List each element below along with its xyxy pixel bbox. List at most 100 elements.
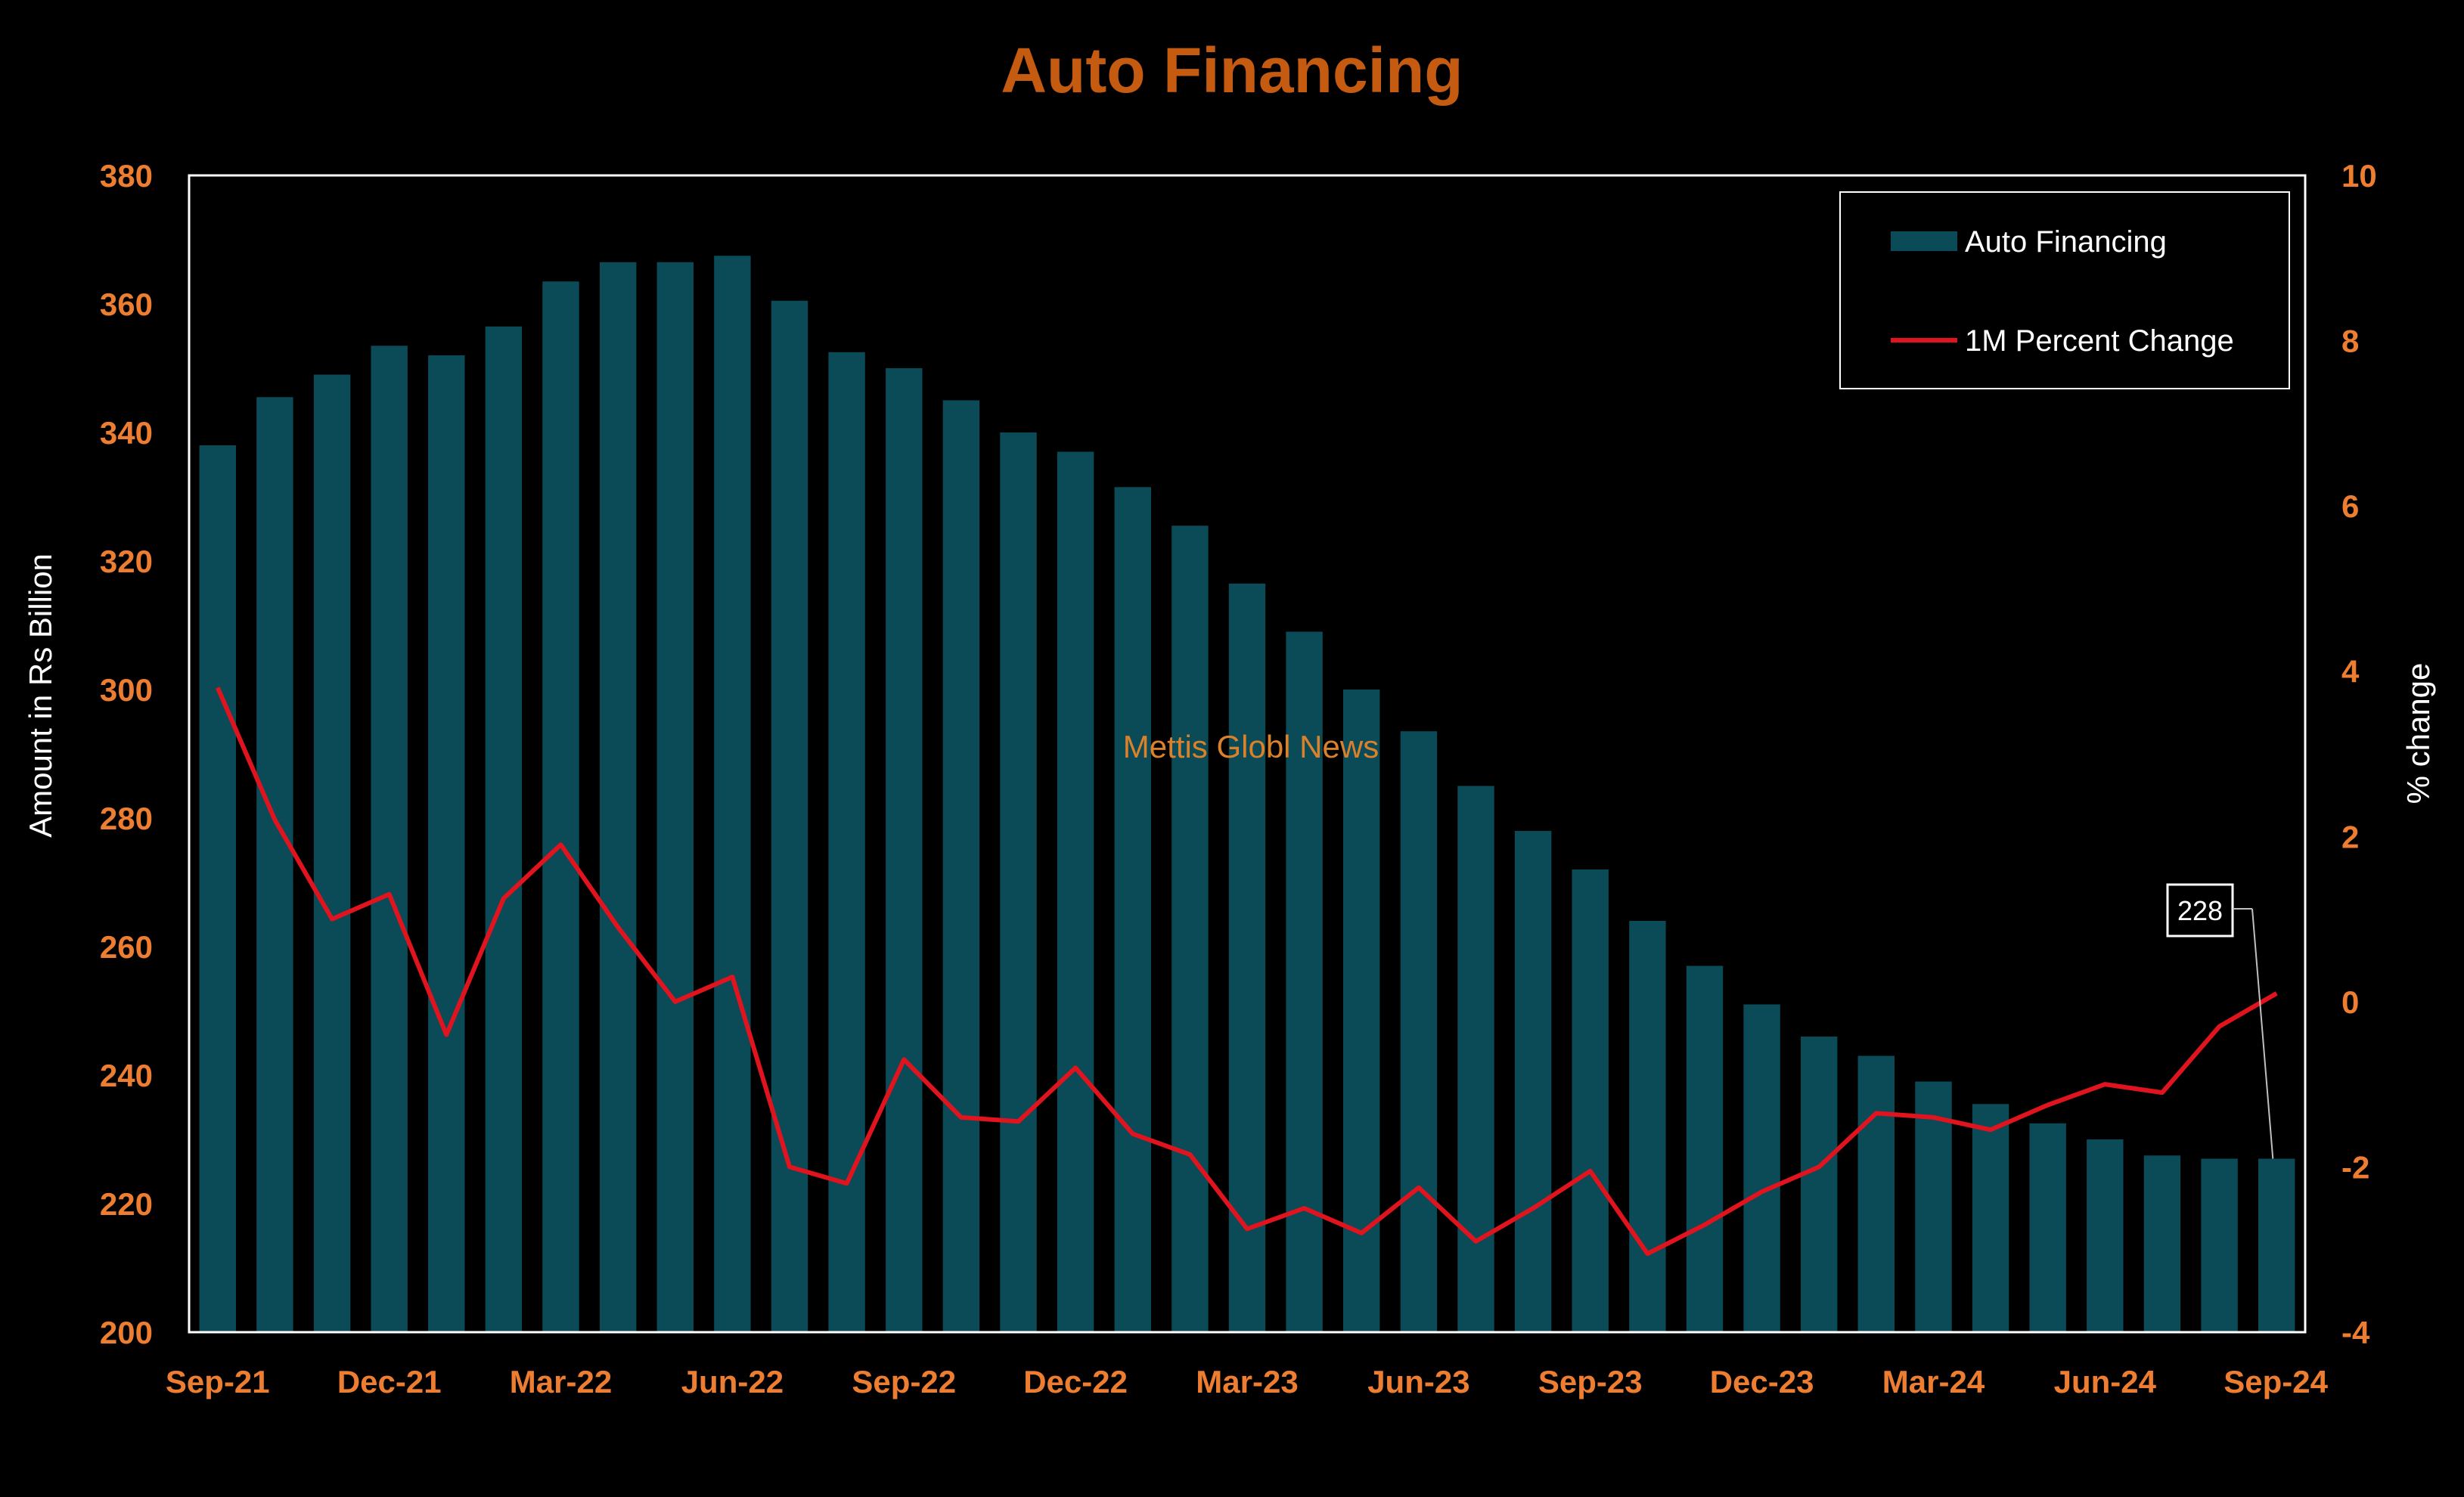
left-axis-ticks: 200 220 240 260 280 300 320 340 360 380 <box>100 158 153 1350</box>
left-tick-label: 340 <box>100 415 153 451</box>
legend-swatch-auto-financing <box>1891 231 1957 251</box>
bar-nov-22 <box>1000 432 1037 1332</box>
bar-mar-22 <box>542 281 579 1333</box>
x-tick-label: Dec-23 <box>1710 1364 1814 1399</box>
x-tick-label: Jun-22 <box>681 1364 784 1399</box>
right-tick-label: 4 <box>2341 654 2360 690</box>
line-point-apr-22 <box>617 927 619 928</box>
x-tick-label: Sep-24 <box>2223 1364 2328 1399</box>
bar-nov-23 <box>1686 965 1724 1332</box>
x-tick-label: Jun-23 <box>1367 1364 1469 1399</box>
watermark-text: Mettis Globl News <box>1123 729 1379 764</box>
line-point-aug-23 <box>1532 1207 1534 1209</box>
bar-feb-24 <box>1857 1055 1895 1332</box>
right-tick-label: 0 <box>2341 984 2359 1020</box>
right-axis-ticks: -4 -2 0 2 4 6 8 10 <box>2341 158 2377 1350</box>
left-tick-label: 300 <box>100 672 153 708</box>
callout-box <box>2166 883 2234 938</box>
bar-jun-23 <box>1400 731 1438 1332</box>
bar-may-24 <box>2029 1123 2066 1333</box>
bar-may-22 <box>656 262 694 1333</box>
bar-apr-22 <box>600 262 637 1333</box>
legend: Auto Financing 1M Percent Change <box>1839 191 2290 389</box>
bar-feb-23 <box>1171 525 1209 1333</box>
line-point-sep-21 <box>217 687 219 689</box>
x-tick-label: Mar-23 <box>1196 1364 1298 1399</box>
left-tick-label: 360 <box>100 287 153 322</box>
bar-sep-24 <box>2258 1158 2295 1332</box>
bar-mar-24 <box>1915 1081 1952 1332</box>
bar-jul-24 <box>2143 1155 2181 1333</box>
bar-jan-22 <box>428 355 465 1332</box>
bar-dec-22 <box>1057 451 1094 1332</box>
bar-oct-21 <box>256 397 293 1333</box>
x-tick-label: Mar-24 <box>1882 1364 1985 1399</box>
line-point-sep-22 <box>903 1058 905 1060</box>
right-tick-label: 6 <box>2341 488 2359 524</box>
line-point-jan-22 <box>445 1034 447 1036</box>
plot-frame <box>188 174 2307 1334</box>
left-tick-label: 240 <box>100 1058 153 1093</box>
line-point-feb-22 <box>503 897 504 899</box>
line-point-aug-24 <box>2219 1026 2220 1027</box>
left-tick-label: 260 <box>100 929 153 965</box>
line-point-may-23 <box>1361 1232 1362 1234</box>
line-point-jan-23 <box>1132 1133 1134 1135</box>
bar-sep-21 <box>199 445 236 1332</box>
left-axis-title: Amount in Rs Billion <box>23 553 58 838</box>
bar-jun-24 <box>2087 1139 2124 1332</box>
bar-apr-24 <box>1972 1104 2009 1333</box>
left-tick-label: 280 <box>100 801 153 836</box>
bars-layer <box>199 256 2295 1333</box>
x-tick-label: Sep-23 <box>1538 1364 1643 1399</box>
bar-dec-21 <box>371 346 408 1333</box>
bar-sep-22 <box>886 368 923 1332</box>
line-point-jun-23 <box>1418 1187 1420 1189</box>
callout-label: 228 <box>2177 895 2223 926</box>
legend-label-auto-financing: Auto Financing <box>1965 225 2167 259</box>
x-tick-label: Mar-22 <box>510 1364 612 1399</box>
line-point-nov-22 <box>1018 1120 1019 1122</box>
line-point-jun-24 <box>2104 1083 2106 1085</box>
bar-dec-23 <box>1743 1004 1780 1332</box>
bar-jul-22 <box>771 300 808 1333</box>
bar-jan-24 <box>1801 1037 1838 1332</box>
x-tick-label: Dec-21 <box>337 1364 442 1399</box>
x-tick-label: Jun-24 <box>2054 1364 2157 1399</box>
line-layer <box>216 687 2278 1257</box>
callout-annotation: 228 <box>2166 883 2274 1159</box>
bar-aug-22 <box>828 352 865 1333</box>
callout-leader-line <box>2251 908 2274 1159</box>
line-point-apr-23 <box>1304 1207 1305 1209</box>
line-point-aug-22 <box>846 1182 848 1184</box>
x-tick-label: Sep-22 <box>852 1364 956 1399</box>
left-tick-label: 220 <box>100 1186 153 1222</box>
right-tick-label: -2 <box>2341 1149 2369 1185</box>
x-axis-ticks: Sep-21 Dec-21 Mar-22 Jun-22 Sep-22 Dec-22 Mar-… <box>166 1364 2329 1399</box>
right-axis-title: % change <box>2400 663 2436 804</box>
left-tick-label: 200 <box>100 1315 153 1350</box>
bar-oct-23 <box>1629 921 1666 1332</box>
bar-feb-22 <box>485 326 523 1333</box>
legend-label-percent-change: 1M Percent Change <box>1965 324 2234 358</box>
bar-aug-24 <box>2201 1158 2238 1332</box>
left-tick-label: 380 <box>100 158 153 194</box>
bar-mar-23 <box>1228 583 1266 1333</box>
bar-aug-23 <box>1514 831 1552 1332</box>
right-tick-label: 10 <box>2341 158 2377 194</box>
x-tick-label: Dec-22 <box>1023 1364 1128 1399</box>
right-tick-label: 8 <box>2341 324 2359 359</box>
bar-oct-22 <box>942 400 980 1332</box>
chart-title: Auto Financing <box>1001 35 1463 106</box>
right-tick-label: 2 <box>2341 819 2359 854</box>
bar-jul-23 <box>1457 786 1494 1332</box>
bar-jan-23 <box>1114 487 1151 1333</box>
line-point-jun-22 <box>731 976 733 978</box>
bar-may-23 <box>1343 690 1380 1332</box>
x-tick-label: Sep-21 <box>166 1364 270 1399</box>
left-tick-label: 320 <box>100 544 153 579</box>
legend-box <box>1839 191 2290 389</box>
bar-jun-22 <box>714 256 751 1333</box>
bar-sep-23 <box>1572 869 1609 1332</box>
